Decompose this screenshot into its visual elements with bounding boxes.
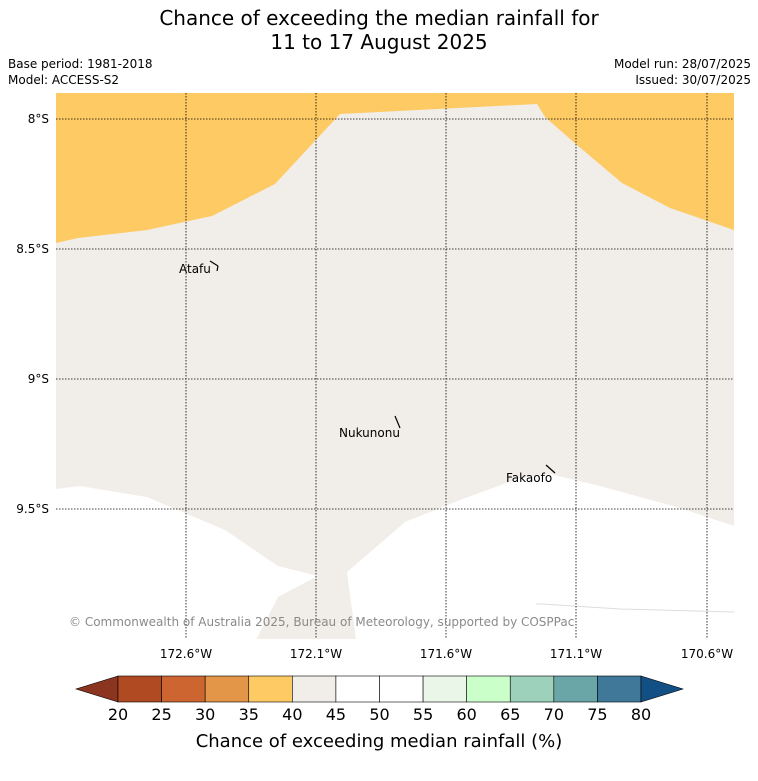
colorbar-tick-label: 75: [587, 705, 607, 724]
colorbar-segment: [379, 675, 424, 703]
colorbar-tick-label: 60: [456, 705, 476, 724]
probability-region-35-40: [56, 93, 734, 243]
colorbar-tick-label: 70: [544, 705, 564, 724]
colorbar: [74, 675, 685, 703]
model-name: Model: ACCESS-S2: [8, 73, 120, 87]
colorbar-segment: [292, 675, 337, 703]
nukunonu-island: [394, 415, 401, 429]
colorbar-segment: [466, 675, 511, 703]
map-title-line-1: Chance of exceeding the median rainfall …: [159, 6, 599, 30]
colorbar-tick-label: 55: [413, 705, 433, 724]
lon-label-171-1w: 171.1°W: [550, 647, 602, 661]
lon-label-170-6w: 170.6°W: [681, 647, 733, 661]
colorbar-tick-label: 35: [239, 705, 259, 724]
place-label-nukunonu: Nukunonu: [339, 426, 400, 440]
issued-date: Issued: 30/07/2025: [635, 73, 751, 87]
colorbar-title: Chance of exceeding median rainfall (%): [196, 731, 563, 752]
probability-region-40-45: [56, 93, 734, 639]
colorbar-segment: [509, 675, 555, 703]
colorbar-tick-labels: 20 25 30 35 40 45 50 55 60 65 70 75 80: [108, 705, 651, 724]
colorbar-segment: [597, 675, 642, 703]
atafu-island: [209, 260, 219, 267]
colorbar-segment: [204, 675, 250, 703]
place-label-atafu: Atafu: [179, 262, 211, 276]
colorbar-segment: [335, 675, 380, 703]
colorbar-extend-low: [74, 675, 119, 703]
map-area: [56, 93, 734, 639]
colorbar-segment: [161, 675, 206, 703]
lon-label-172-1w: 172.1°W: [290, 647, 342, 661]
fakaofo-island: [545, 464, 556, 474]
colorbar-extend-high: [640, 675, 685, 703]
model-run: Model run: 28/07/2025: [613, 57, 751, 71]
lat-label-8s: 8°S: [28, 112, 49, 126]
place-label-fakaofo: Fakaofo: [506, 471, 552, 485]
colorbar-tick-label: 80: [631, 705, 651, 724]
colorbar-tick-label: 65: [500, 705, 520, 724]
lat-label-9s: 9°S: [28, 372, 49, 386]
lon-label-172-6w: 172.6°W: [160, 647, 212, 661]
colorbar-tick-label: 40: [282, 705, 302, 724]
lon-label-171-6w: 171.6°W: [420, 647, 472, 661]
lat-label-9-5s: 9.5°S: [16, 502, 49, 516]
colorbar-tick-label: 20: [108, 705, 128, 724]
colorbar-tick-label: 45: [326, 705, 346, 724]
colorbar-segment: [422, 675, 467, 703]
atafu-island-2: [216, 265, 219, 272]
base-period: Base period: 1981-2018: [8, 57, 153, 71]
colorbar-segment: [553, 675, 598, 703]
colorbar-segment: [117, 675, 162, 703]
lat-label-8-5s: 8.5°S: [16, 242, 49, 256]
colorbar-tick-label: 50: [369, 705, 389, 724]
colorbar-tick-label: 30: [195, 705, 215, 724]
colorbar-segment: [248, 675, 293, 703]
colorbar-tick-label: 25: [151, 705, 171, 724]
graticule: [56, 93, 734, 639]
coastline-segment: [536, 603, 734, 613]
copyright-notice: © Commonwealth of Australia 2025, Bureau…: [69, 615, 574, 629]
map-title-line-2: 11 to 17 August 2025: [270, 30, 488, 54]
